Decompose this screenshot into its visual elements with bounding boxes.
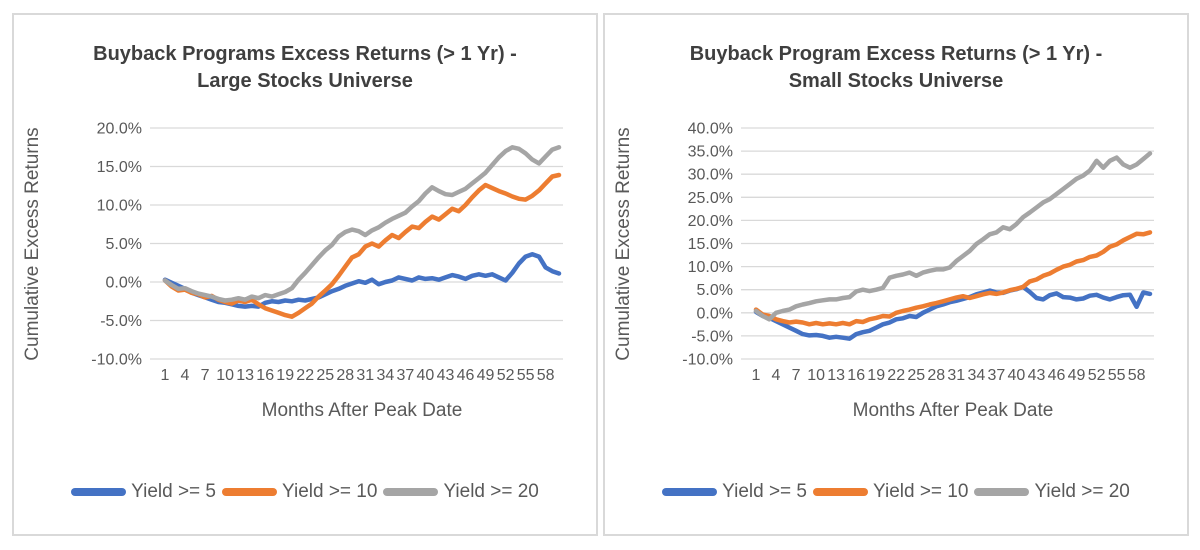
- svg-text:5.0%: 5.0%: [697, 282, 733, 299]
- svg-text:43: 43: [1028, 367, 1046, 384]
- svg-text:-5.0%: -5.0%: [100, 313, 142, 330]
- svg-text:Months After Peak Date: Months After Peak Date: [853, 400, 1054, 421]
- svg-text:46: 46: [457, 367, 475, 384]
- svg-text:34: 34: [968, 367, 986, 384]
- svg-text:5.0%: 5.0%: [106, 236, 142, 253]
- svg-text:49: 49: [1068, 367, 1086, 384]
- legend-item-yield-5: Yield >= 5: [662, 481, 807, 503]
- svg-text:43: 43: [437, 367, 455, 384]
- line-chart-large-stocks: -10.0%-5.0%0.0%5.0%10.0%15.0%20.0%1 4 7 10 1…: [22, 121, 563, 421]
- chart-panel-large-stocks: Buyback Programs Excess Returns (> 1 Yr)…: [12, 13, 598, 536]
- svg-text:25: 25: [907, 367, 925, 384]
- chart-title-line-2: Small Stocks Universe: [788, 70, 1004, 92]
- legend-swatch-yield-20: [383, 488, 439, 496]
- svg-text:7: 7: [201, 367, 210, 384]
- svg-text:28: 28: [927, 367, 945, 384]
- legend-swatch-yield-20: [974, 488, 1030, 496]
- svg-text:-10.0%: -10.0%: [91, 352, 142, 369]
- svg-text:40: 40: [1008, 367, 1026, 384]
- legend-label: Yield >= 5: [722, 481, 807, 502]
- svg-text:10.0%: 10.0%: [97, 198, 142, 215]
- legend-label: Yield >= 10: [873, 481, 969, 502]
- svg-text:22: 22: [887, 367, 905, 384]
- chart-title-line-1: Buyback Programs Excess Returns (> 1 Yr)…: [93, 43, 517, 65]
- svg-text:15.0%: 15.0%: [97, 159, 142, 176]
- svg-text:30.0%: 30.0%: [688, 167, 733, 184]
- svg-text:40.0%: 40.0%: [688, 121, 733, 138]
- svg-text:Cumulative Excess Returns: Cumulative Excess Returns: [22, 127, 43, 360]
- svg-text:55: 55: [1108, 367, 1126, 384]
- svg-text:1: 1: [161, 367, 170, 384]
- svg-text:55: 55: [517, 367, 535, 384]
- chart-title-line-2: Large Stocks Universe: [197, 70, 413, 92]
- svg-text:10.0%: 10.0%: [688, 259, 733, 276]
- legend-label: Yield >= 10: [282, 481, 378, 502]
- svg-text:Cumulative Excess Returns: Cumulative Excess Returns: [613, 127, 634, 360]
- svg-text:31: 31: [947, 367, 965, 384]
- svg-text:58: 58: [1128, 367, 1146, 384]
- chart-title-line-1: Buyback Program Excess Returns (> 1 Yr) …: [689, 43, 1103, 65]
- legend-swatch-yield-5: [71, 488, 127, 496]
- svg-text:46: 46: [1048, 367, 1066, 384]
- svg-text:0.0%: 0.0%: [697, 305, 733, 322]
- svg-text:Months After Peak Date: Months After Peak Date: [262, 400, 463, 421]
- svg-text:35.0%: 35.0%: [688, 144, 733, 161]
- legend-label: Yield >= 5: [131, 481, 216, 502]
- svg-text:58: 58: [537, 367, 555, 384]
- legend-swatch-yield-5: [662, 488, 718, 496]
- svg-text:-5.0%: -5.0%: [691, 328, 733, 345]
- legend-label: Yield >= 20: [1034, 481, 1130, 502]
- svg-text:25: 25: [316, 367, 334, 384]
- svg-text:37: 37: [988, 367, 1006, 384]
- svg-text:52: 52: [497, 367, 515, 384]
- svg-text:37: 37: [397, 367, 415, 384]
- legend-swatch-yield-10: [222, 488, 277, 496]
- svg-text:-10.0%: -10.0%: [682, 352, 733, 369]
- legend-swatch-yield-10: [813, 488, 868, 496]
- legend-label: Yield >= 20: [443, 481, 539, 502]
- chart-panel-small-stocks: Buyback Program Excess Returns (> 1 Yr) …: [603, 13, 1189, 536]
- legend: Yield >= 5 Yield >= 10 Yield >= 20: [605, 481, 1187, 503]
- svg-text:49: 49: [477, 367, 495, 384]
- svg-text:19: 19: [276, 367, 294, 384]
- svg-text:15.0%: 15.0%: [688, 236, 733, 253]
- svg-text:7: 7: [792, 367, 801, 384]
- svg-text:1: 1: [752, 367, 761, 384]
- svg-text:52: 52: [1088, 367, 1106, 384]
- legend-item-yield-20: Yield >= 20: [974, 481, 1130, 503]
- svg-text:19: 19: [867, 367, 885, 384]
- chart-title: Buyback Program Excess Returns (> 1 Yr) …: [605, 41, 1187, 95]
- svg-text:4: 4: [181, 367, 190, 384]
- svg-text:28: 28: [336, 367, 354, 384]
- legend-item-yield-10: Yield >= 10: [222, 481, 377, 503]
- svg-text:34: 34: [377, 367, 395, 384]
- legend-item-yield-10: Yield >= 10: [813, 481, 968, 503]
- svg-text:13: 13: [827, 367, 845, 384]
- legend-item-yield-5: Yield >= 5: [71, 481, 216, 503]
- legend: Yield >= 5 Yield >= 10 Yield >= 20: [14, 481, 596, 503]
- svg-text:31: 31: [356, 367, 374, 384]
- svg-text:16: 16: [847, 367, 865, 384]
- chart-title: Buyback Programs Excess Returns (> 1 Yr)…: [14, 41, 596, 95]
- svg-text:0.0%: 0.0%: [106, 275, 142, 292]
- svg-text:40: 40: [417, 367, 435, 384]
- svg-text:25.0%: 25.0%: [688, 190, 733, 207]
- line-chart-small-stocks: -10.0% -5.0% 0.0% 5.0% 10.0% 15.0% 20.0% 25.0% 3…: [613, 121, 1154, 421]
- svg-text:10: 10: [216, 367, 234, 384]
- legend-item-yield-20: Yield >= 20: [383, 481, 539, 503]
- svg-text:10: 10: [807, 367, 825, 384]
- svg-text:20.0%: 20.0%: [688, 213, 733, 230]
- svg-text:16: 16: [256, 367, 274, 384]
- svg-text:4: 4: [772, 367, 781, 384]
- svg-text:13: 13: [236, 367, 254, 384]
- svg-text:20.0%: 20.0%: [97, 121, 142, 138]
- svg-text:22: 22: [296, 367, 314, 384]
